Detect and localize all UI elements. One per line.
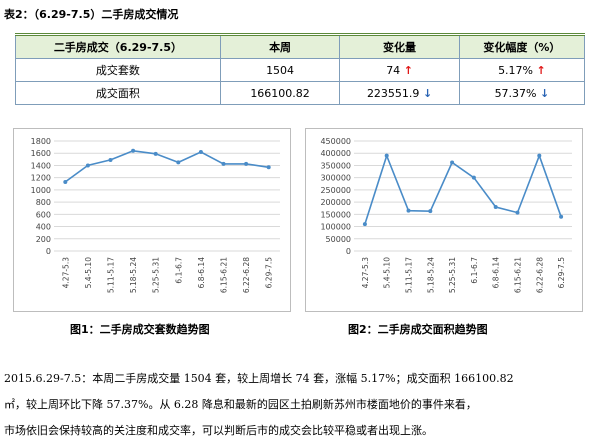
series-line xyxy=(64,149,269,183)
transaction-table: 二手房成交（6.29-7.5） 本周 变化量 变化幅度（%） 成交套数 1504… xyxy=(15,33,586,105)
data-point xyxy=(63,179,68,184)
x-tick-label: 6.22-6.28 xyxy=(535,257,544,293)
x-tick-label: 5.11-5.17 xyxy=(405,257,414,293)
header-period: 二手房成交（6.29-7.5） xyxy=(15,33,221,59)
data-point xyxy=(493,205,498,209)
x-tick-label: 5.25-5.31 xyxy=(448,257,457,293)
data-point xyxy=(384,153,389,158)
y-tick-label: 0 xyxy=(346,247,351,256)
area-trend-chart: 0 50000 100000 150000 200000 250000 300000 3500… xyxy=(305,128,583,312)
data-point xyxy=(428,209,433,214)
y-tick-label: 400000 xyxy=(320,149,351,158)
x-tick-label: 6.1-6.7 xyxy=(174,257,183,284)
data-point xyxy=(266,165,271,170)
x-tick-label: 5.11-5.17 xyxy=(107,257,116,293)
change-cell: 223551.9 ↓ xyxy=(339,81,460,105)
units-chart-svg: 0 200 400 600 800 1000 1200 1400 1600 1800 4.27-5.… xyxy=(31,137,280,293)
data-point xyxy=(362,222,367,227)
row-label: 成交套数 xyxy=(15,58,221,82)
x-tick-label: 4.27-5.3 xyxy=(361,257,370,289)
y-tick-label: 350000 xyxy=(320,161,351,170)
data-point xyxy=(406,208,411,213)
y-tick-label: 1400 xyxy=(31,161,51,170)
pct-cell: 5.17% ↑ xyxy=(458,58,586,82)
data-point xyxy=(176,160,181,165)
section-title: 表2：（6.29-7.5）二手房成交情况 xyxy=(4,8,179,21)
x-tick-label: 5.18-5.24 xyxy=(129,257,138,293)
data-point xyxy=(198,150,203,154)
pct-value: 5.17% xyxy=(498,63,534,77)
y-tick-label: 300000 xyxy=(320,174,351,183)
data-point xyxy=(450,160,455,165)
x-tick-label: 4.27-5.3 xyxy=(61,257,70,289)
y-tick-label: 1600 xyxy=(31,149,51,158)
header-this-week: 本周 xyxy=(219,33,341,59)
summary-line: 市场依旧会保持较高的关注度和成交率，可以判断后市的成交会比较平稳或者出现上涨。 xyxy=(4,424,433,437)
x-tick-label: 5.25-5.31 xyxy=(152,257,161,293)
x-tick-label: 6.29-7.5 xyxy=(265,257,274,289)
x-tick-label: 6.22-6.28 xyxy=(242,257,251,293)
y-tick-label: 1000 xyxy=(31,186,51,195)
x-tick-label: 6.8-6.14 xyxy=(492,257,501,289)
table-row: 成交套数 1504 74 ↑ 5.17% ↑ xyxy=(15,58,586,82)
current-value: 1504 xyxy=(219,58,341,82)
arrow-down-icon: ↓ xyxy=(540,86,550,100)
x-tick-label: 5.18-5.24 xyxy=(426,257,435,293)
y-tick-label: 1800 xyxy=(31,137,51,146)
header-change: 变化量 xyxy=(339,33,460,59)
data-point xyxy=(108,157,113,162)
table-row: 成交面积 166100.82 223551.9 ↓ 57.37% ↓ xyxy=(15,81,586,105)
x-tick-label: 6.15-6.21 xyxy=(220,257,229,293)
x-tick-label: 6.15-6.21 xyxy=(514,257,523,293)
area-chart-svg: 0 50000 100000 150000 200000 250000 300000 3500… xyxy=(320,137,572,293)
pct-cell: 57.37% ↓ xyxy=(458,81,586,105)
arrow-up-icon: ↑ xyxy=(536,63,546,77)
chart-caption-units: 图1：二手房成交套数趋势图 xyxy=(70,323,210,336)
data-point xyxy=(221,161,226,166)
arrow-up-icon: ↑ xyxy=(403,63,413,77)
y-tick-label: 600 xyxy=(36,210,51,219)
row-label: 成交面积 xyxy=(15,81,221,105)
units-trend-chart: 0 200 400 600 800 1000 1200 1400 1600 1800 4.27-5.… xyxy=(13,128,291,312)
data-point xyxy=(559,214,564,219)
x-tick-label: 5.4-5.10 xyxy=(383,257,392,289)
data-point xyxy=(515,210,520,215)
y-tick-label: 800 xyxy=(36,198,51,207)
y-tick-label: 250000 xyxy=(320,186,351,195)
y-tick-label: 150000 xyxy=(320,210,351,219)
x-tick-label: 5.4-5.10 xyxy=(84,257,93,289)
change-value: 74 xyxy=(386,63,401,77)
change-value: 223551.9 xyxy=(366,86,420,100)
series-line xyxy=(364,153,562,225)
data-point xyxy=(85,163,90,168)
x-tick-label: 6.1-6.7 xyxy=(470,257,479,284)
data-point xyxy=(537,153,542,158)
y-tick-label: 1200 xyxy=(31,174,51,183)
chart-caption-area: 图2：二手房成交面积趋势图 xyxy=(348,323,488,336)
y-tick-label: 450000 xyxy=(320,137,351,146)
current-value: 166100.82 xyxy=(219,81,341,105)
x-tick-label: 6.29-7.5 xyxy=(557,257,566,289)
data-point xyxy=(244,161,249,166)
y-tick-label: 0 xyxy=(46,247,51,256)
change-cell: 74 ↑ xyxy=(339,58,460,82)
summary-line: 2015.6.29-7.5：本周二手房成交量 1504 套，较上周增长 74 套… xyxy=(4,372,514,385)
arrow-down-icon: ↓ xyxy=(422,86,433,100)
y-tick-label: 200000 xyxy=(320,198,351,207)
header-change-pct: 变化幅度（%） xyxy=(458,33,586,59)
summary-line: ㎡，较上周环比下降 57.37%。从 6.28 降息和最新的园区土拍刷新苏州市楼… xyxy=(4,398,477,411)
summary-paragraph: 2015.6.29-7.5：本周二手房成交量 1504 套，较上周增长 74 套… xyxy=(4,366,600,444)
table-header-row: 二手房成交（6.29-7.5） 本周 变化量 变化幅度（%） xyxy=(15,33,586,59)
y-tick-label: 200 xyxy=(36,235,51,244)
data-point xyxy=(153,151,158,156)
pct-value: 57.37% xyxy=(494,86,537,100)
data-point xyxy=(471,175,476,180)
y-tick-label: 100000 xyxy=(320,223,351,232)
y-tick-label: 400 xyxy=(36,223,51,232)
x-tick-label: 6.8-6.14 xyxy=(197,257,206,289)
y-tick-label: 50000 xyxy=(326,235,351,244)
data-point xyxy=(131,148,136,153)
